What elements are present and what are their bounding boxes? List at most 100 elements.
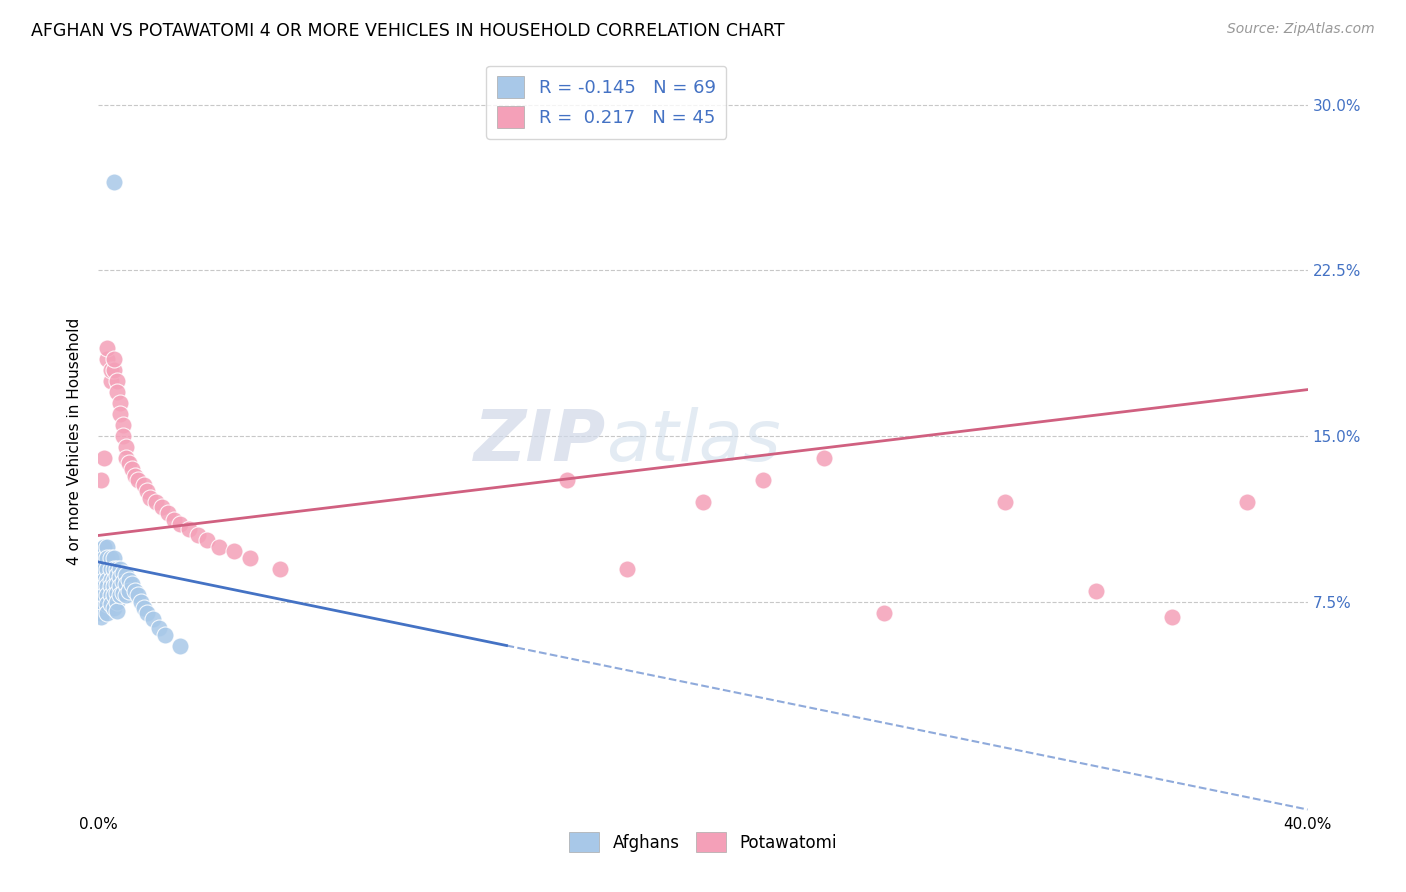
Point bbox=[93, 540, 115, 554]
Point bbox=[103, 175, 125, 189]
Point bbox=[1236, 495, 1258, 509]
Point bbox=[103, 550, 125, 565]
Point bbox=[224, 544, 246, 558]
Point bbox=[103, 601, 125, 615]
Point bbox=[105, 586, 128, 600]
Point bbox=[105, 561, 128, 575]
Point bbox=[93, 573, 115, 587]
Point bbox=[100, 588, 122, 602]
Point bbox=[873, 606, 896, 620]
Point bbox=[150, 500, 173, 514]
Point bbox=[1160, 610, 1182, 624]
Point bbox=[124, 468, 146, 483]
Point bbox=[100, 362, 122, 376]
Point bbox=[142, 612, 165, 626]
Point bbox=[994, 495, 1017, 509]
Point bbox=[93, 588, 115, 602]
Point bbox=[93, 561, 115, 575]
Point bbox=[118, 456, 141, 470]
Point bbox=[100, 550, 122, 565]
Point bbox=[118, 573, 141, 587]
Point bbox=[752, 473, 775, 487]
Point bbox=[129, 595, 152, 609]
Point bbox=[90, 561, 112, 575]
Point bbox=[103, 362, 125, 376]
Point bbox=[90, 583, 112, 598]
Point bbox=[93, 540, 115, 554]
Point bbox=[96, 606, 118, 620]
Point bbox=[96, 540, 118, 554]
Point bbox=[105, 604, 128, 618]
Point bbox=[100, 374, 122, 388]
Point bbox=[153, 628, 176, 642]
Point bbox=[111, 417, 134, 432]
Point bbox=[114, 568, 136, 582]
Point bbox=[105, 595, 128, 609]
Point bbox=[96, 597, 118, 611]
Point bbox=[93, 579, 115, 593]
Point bbox=[90, 573, 112, 587]
Point bbox=[96, 351, 118, 366]
Point bbox=[105, 568, 128, 582]
Point bbox=[111, 429, 134, 443]
Point bbox=[208, 540, 231, 554]
Point bbox=[813, 451, 835, 466]
Point bbox=[121, 577, 143, 591]
Point bbox=[118, 583, 141, 598]
Point bbox=[96, 573, 118, 587]
Point bbox=[239, 550, 262, 565]
Y-axis label: 4 or more Vehicles in Household: 4 or more Vehicles in Household bbox=[67, 318, 83, 566]
Point bbox=[139, 491, 162, 505]
Point bbox=[121, 462, 143, 476]
Point bbox=[692, 495, 714, 509]
Point bbox=[114, 577, 136, 591]
Text: atlas: atlas bbox=[606, 407, 780, 476]
Text: ZIP: ZIP bbox=[474, 407, 606, 476]
Point bbox=[108, 396, 131, 410]
Point bbox=[148, 621, 170, 635]
Point bbox=[108, 579, 131, 593]
Point bbox=[90, 579, 112, 593]
Point bbox=[90, 606, 112, 620]
Point bbox=[163, 513, 186, 527]
Point bbox=[103, 588, 125, 602]
Point bbox=[111, 586, 134, 600]
Point bbox=[100, 579, 122, 593]
Point bbox=[96, 561, 118, 575]
Point bbox=[93, 573, 115, 587]
Point bbox=[103, 351, 125, 366]
Point bbox=[90, 595, 112, 609]
Point bbox=[96, 588, 118, 602]
Point bbox=[105, 577, 128, 591]
Text: AFGHAN VS POTAWATOMI 4 OR MORE VEHICLES IN HOUSEHOLD CORRELATION CHART: AFGHAN VS POTAWATOMI 4 OR MORE VEHICLES … bbox=[31, 22, 785, 40]
Point bbox=[111, 574, 134, 589]
Point bbox=[132, 601, 155, 615]
Point bbox=[105, 374, 128, 388]
Point bbox=[108, 588, 131, 602]
Point bbox=[169, 639, 191, 653]
Point bbox=[96, 341, 118, 355]
Point bbox=[103, 573, 125, 587]
Point bbox=[103, 561, 125, 575]
Point bbox=[145, 495, 167, 509]
Point bbox=[135, 484, 157, 499]
Point bbox=[108, 407, 131, 421]
Point bbox=[90, 588, 112, 602]
Point bbox=[108, 570, 131, 584]
Point bbox=[269, 561, 291, 575]
Point bbox=[127, 473, 149, 487]
Point bbox=[90, 573, 112, 587]
Point bbox=[124, 583, 146, 598]
Point bbox=[195, 533, 218, 547]
Point bbox=[111, 566, 134, 580]
Point bbox=[100, 573, 122, 587]
Point bbox=[616, 561, 638, 575]
Point bbox=[187, 528, 209, 542]
Point bbox=[90, 601, 112, 615]
Point bbox=[108, 561, 131, 575]
Point bbox=[100, 561, 122, 575]
Point bbox=[127, 588, 149, 602]
Point bbox=[114, 588, 136, 602]
Point bbox=[114, 440, 136, 454]
Point bbox=[114, 451, 136, 466]
